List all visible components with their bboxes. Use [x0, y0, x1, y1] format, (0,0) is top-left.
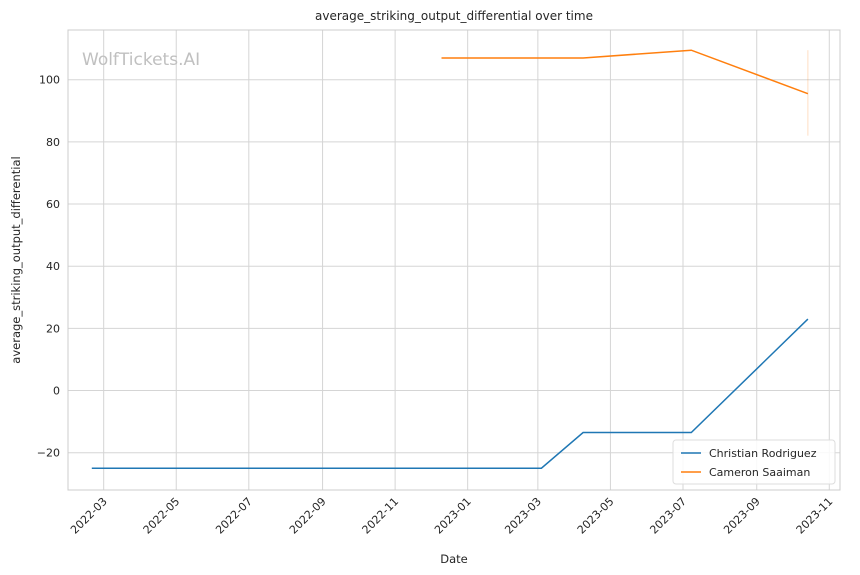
- y-tick-label: −20: [37, 447, 60, 460]
- y-tick-label: 0: [53, 385, 60, 398]
- legend-box: [672, 439, 836, 485]
- legend-entry: Cameron Saaiman: [709, 466, 810, 479]
- plot-area-border: [67, 29, 841, 491]
- x-tick-label: 2023-05: [575, 495, 617, 537]
- x-tick-label: 2022-03: [68, 495, 110, 537]
- y-axis-ticks: −20 0 20 40 60 80 100: [37, 74, 60, 460]
- x-tick-label: 2022-07: [213, 495, 255, 537]
- legend-entry: Christian Rodriguez: [709, 447, 817, 460]
- x-axis-label: Date: [440, 552, 468, 566]
- legend: Christian Rodriguez Cameron Saaiman: [672, 439, 836, 485]
- series-line: [91, 318, 809, 469]
- x-tick-label: 2022-05: [141, 495, 183, 537]
- chart-title: average_striking_output_differential ove…: [315, 9, 593, 23]
- x-tick-label: 2023-07: [647, 495, 689, 537]
- x-tick-label: 2022-11: [360, 495, 402, 537]
- x-tick-label: 2023-03: [502, 495, 544, 537]
- grid: [68, 30, 840, 490]
- x-tick-label: 2022-09: [287, 495, 329, 537]
- series-line: [441, 49, 809, 95]
- series-layer: [91, 49, 809, 469]
- x-tick-label: 2023-01: [432, 495, 474, 537]
- y-tick-label: 60: [46, 198, 60, 211]
- y-tick-label: 20: [46, 322, 60, 335]
- x-axis-ticks: 2022-03 2022-05 2022-07 2022-09 2022-11 2023-…: [68, 495, 835, 537]
- y-tick-label: 80: [46, 136, 60, 149]
- x-tick-label: 2023-11: [794, 495, 836, 537]
- y-axis-label: average_striking_output_differential: [9, 156, 23, 363]
- y-tick-label: 40: [46, 260, 60, 273]
- x-tick-label: 2023-09: [721, 495, 763, 537]
- y-tick-label: 100: [39, 74, 60, 87]
- watermark-text: WolfTickets.AI: [82, 50, 200, 70]
